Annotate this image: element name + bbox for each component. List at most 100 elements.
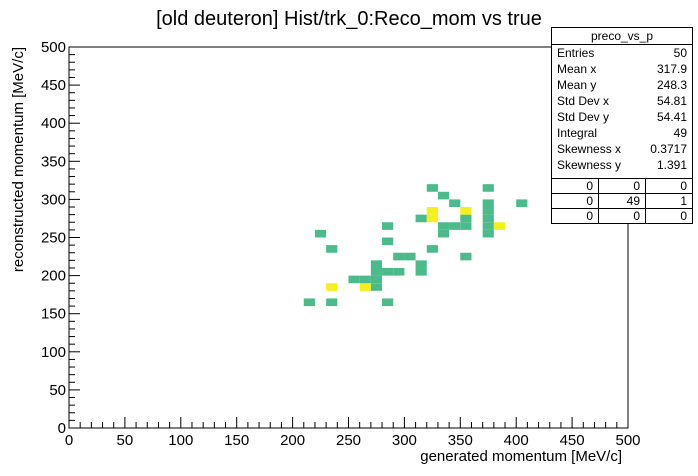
stats-value: 54.41 [656,110,687,124]
histogram-bin [437,191,450,200]
histogram-bin [393,252,405,261]
histogram-bin [482,222,494,230]
stats-row: Std Dev x 54.81 [552,93,692,109]
y-tick-label: 450 [41,77,66,94]
stats-label: Std Dev y [557,110,610,124]
x-tick-label: 350 [448,432,473,449]
x-tick-label: 150 [224,432,249,449]
overflow-grid-cell: 0 [680,209,687,223]
stats-row: Skewness y 1.391 [552,157,692,173]
y-tick-label: 50 [49,382,66,399]
y-tick-label: 350 [41,153,66,170]
x-tick-label: 500 [615,432,640,449]
overflow-grid-cell: 49 [599,194,646,208]
stats-value: 248.3 [656,78,687,92]
x-tick-label: 400 [504,432,529,449]
histogram-bin [482,229,494,238]
histogram-bin [359,275,371,284]
histogram-bin [460,222,472,230]
stats-box: preco_vs_p Entries 50 Mean x 317.9 Mean y 248… [551,27,693,224]
histogram-bin [460,207,472,215]
histogram-bin [482,214,494,223]
plot-frame [68,46,629,429]
x-tick-label: 50 [117,432,134,449]
histogram-bin [314,229,327,238]
histogram-bin [326,245,338,253]
overflow-grid-cell: 0 [680,179,687,193]
chart-title: [old deuteron] Hist/trk_0:Reco_mom vs tr… [156,8,542,30]
stats-row: Entries 50 [552,45,692,61]
y-tick-label: 250 [41,230,66,247]
histogram-bin [382,267,394,276]
overflow-grid-cell: 0 [599,179,646,193]
histogram-bin [460,252,472,261]
stats-box-name: preco_vs_p [552,28,692,45]
x-tick-label: 250 [336,432,361,449]
stats-label: Skewness y [557,158,622,172]
histogram-bin [348,275,360,284]
stats-value: 1.391 [656,158,687,172]
y-tick-label: 400 [41,115,66,132]
histogram-bin [426,214,438,223]
histogram-bin [415,267,427,276]
histogram-bin [460,214,472,223]
overflow-grid-cell: 0 [552,194,599,208]
histogram-bin [370,267,383,276]
y-tick-label: 100 [41,344,66,361]
stats-label: Std Dev x [557,94,610,108]
histogram-bin [482,199,494,208]
stats-row: Skewness x 0.3717 [552,141,692,157]
histogram-bin [426,207,438,215]
stats-label: Mean y [557,78,597,92]
histogram-bin [437,229,450,238]
histogram-bin [370,283,383,291]
stats-label: Mean x [557,62,597,76]
histogram-bin [482,207,494,215]
overflow-grid: 0 0 0 0 49 1 0 0 0 [552,178,692,223]
histogram-bin [382,237,394,246]
histogram-bin [326,298,338,307]
histogram-bin [516,199,528,208]
stats-value: 49 [673,126,687,140]
x-tick-label: 300 [392,432,417,449]
histogram-bin [437,222,450,230]
x-tick-label: 200 [280,432,305,449]
stats-value: 0.3717 [650,142,687,156]
stats-value: 54.81 [656,94,687,108]
overflow-grid-cell: 0 [552,179,599,193]
histogram-bin [415,260,427,268]
y-tick-label: 200 [41,268,66,285]
histogram-bin [449,199,461,208]
histogram-bin [449,222,461,230]
stats-label: Entries [557,46,595,60]
histogram-bin [359,283,371,291]
stats-row: Integral 49 [552,125,692,141]
histogram-bin [426,245,438,253]
histogram-bin [382,298,394,307]
overflow-grid-cell: 0 [599,209,646,223]
histogram-bin [370,275,383,284]
x-axis-label: generated momentum [MeV/c] [420,448,622,465]
y-tick-label: 300 [41,191,66,208]
y-tick-label: 500 [41,39,66,56]
x-tick-label: 100 [168,432,193,449]
histogram-bin [370,260,383,268]
overflow-grid-cell: 1 [680,194,687,208]
histogram-bin [326,283,338,291]
stats-row: Mean x 317.9 [552,61,692,77]
histogram-bin [493,222,506,230]
stats-value: 50 [673,46,687,60]
histogram-bin [426,184,438,192]
histogram-bin [382,222,394,230]
overflow-grid-row: 0 49 1 [552,194,692,209]
overflow-grid-cell: 0 [552,209,599,223]
stats-value: 317.9 [656,62,687,76]
stats-row: Mean y 248.3 [552,77,692,93]
x-tick-label: 450 [560,432,585,449]
histogram-bin [415,214,427,223]
histogram-bin [482,184,494,192]
x-tick-label: 0 [65,432,73,449]
